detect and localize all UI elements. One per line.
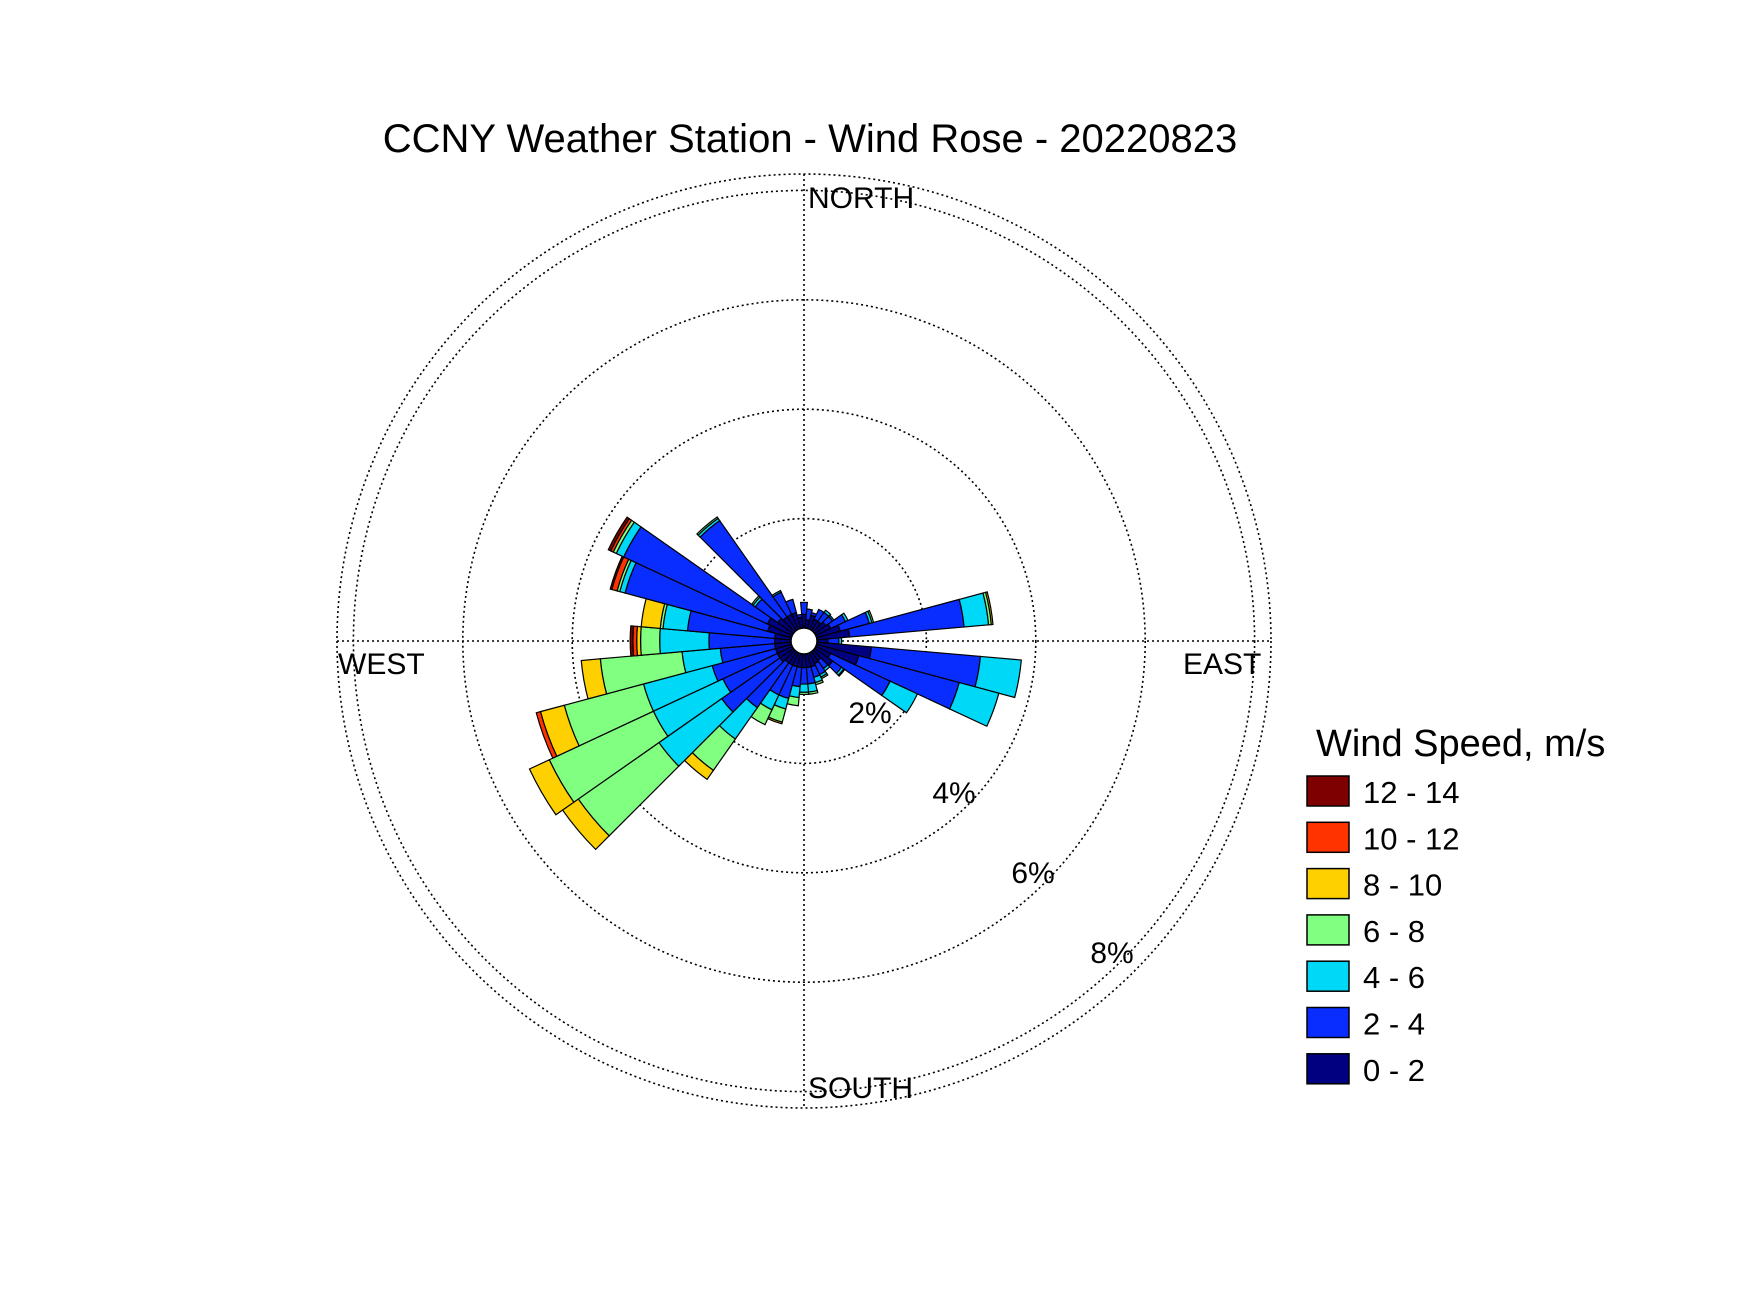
north-label: NORTH [808,182,914,215]
sector-80-bin-4 [984,591,994,626]
legend-swatch-3 [1306,914,1350,946]
legend: 12 - 14 10 - 12 8 - 10 6 - 8 4 - 6 2 - 4 0 - 2 [1306,775,1460,1088]
legend-swatch-4 [1306,960,1350,992]
sector-270-bin-6 [629,625,635,657]
wind-sectors [528,516,1022,851]
sector-100-bin-2 [974,655,1022,699]
sector-90-bin-2 [838,637,843,645]
sector-40-bin-2 [823,609,832,618]
east-label: EAST [1183,648,1261,681]
legend-label-0: 12 - 14 [1363,775,1460,810]
west-label: WEST [338,648,425,681]
legend-label-6: 0 - 2 [1363,1053,1425,1088]
chart-title: CCNY Weather Station - Wind Rose - 20220… [383,117,1238,161]
legend-swatch-5 [1306,1006,1350,1039]
legend-label-1: 10 - 12 [1363,821,1460,856]
sector-350-bin-1 [796,613,803,619]
radial-tick-4: 4% [932,777,975,810]
sector-250-bin-5 [535,710,558,759]
sector-180-bin-3 [798,691,810,696]
radial-tick-2: 2% [848,697,891,730]
sector-340-bin-1 [784,598,798,616]
radial-tick-6: 6% [1011,857,1054,890]
legend-label-2: 8 - 10 [1363,868,1442,903]
sector-320-bin-3 [696,516,719,536]
legend-swatch-1 [1306,821,1350,854]
legend-swatch-2 [1306,867,1350,900]
sector-120-bin-2 [881,680,919,714]
sector-330-bin-2 [771,589,782,598]
center-hole [790,627,818,655]
sector-300-bin-6 [607,516,631,552]
legend-label-3: 6 - 8 [1363,914,1425,949]
legend-label-4: 4 - 6 [1363,960,1425,995]
sector-130-bin-3 [837,668,846,677]
sector-0-bin-1 [799,601,809,616]
grid-circle-2 [680,517,928,765]
sector-260-bin-4 [580,658,608,700]
sector-10-bin-1 [805,608,814,622]
legend-title: Wind Speed, m/s [1316,723,1605,765]
sector-270-bin-3 [639,626,661,656]
sector-110-bin-2 [948,681,1000,728]
legend-label-5: 2 - 4 [1363,1007,1425,1042]
legend-swatch-6 [1306,1053,1350,1085]
radial-tick-8: 8% [1090,937,1133,970]
radial-tick-labels: 2% 4% 6% 8% [848,697,1133,970]
legend-swatch-0 [1306,775,1350,807]
sector-240-bin-4 [528,758,575,816]
sector-180-bin-2 [798,683,810,693]
south-label: SOUTH [808,1072,913,1105]
